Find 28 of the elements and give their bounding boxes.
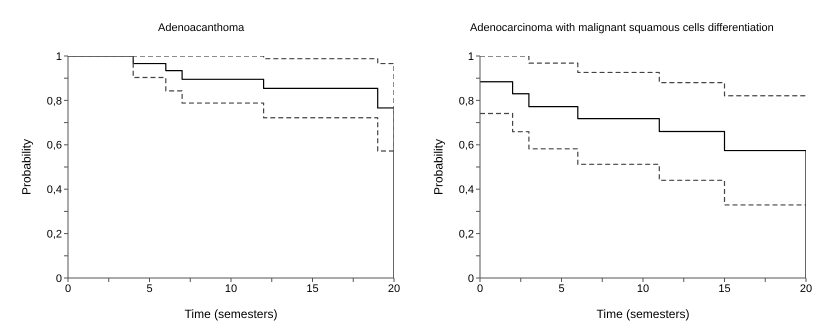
x-tick-label: 5 (146, 282, 153, 295)
y-tick-label: 0,8 (46, 95, 62, 108)
y-axis-title: Probability (431, 138, 446, 196)
y-tick-label: 1 (468, 50, 474, 63)
x-tick-label: 10 (636, 282, 650, 295)
x-tick-label: 15 (306, 282, 319, 295)
x-tick-label: 0 (476, 282, 484, 295)
y-tick-label: 0,8 (458, 95, 474, 108)
x-axis-title: Time (semesters) (184, 307, 278, 321)
x-tick-label: 10 (224, 282, 238, 295)
y-tick-label: 0,4 (46, 184, 62, 196)
x-tick-label: 20 (800, 282, 812, 295)
y-axis-title: Probability (19, 138, 34, 196)
x-tick-label: 0 (64, 282, 72, 295)
y-tick-label: 1 (56, 50, 62, 63)
x-axis-title: Time (semesters) (596, 307, 690, 321)
y-tick-label: 0 (56, 272, 62, 285)
y-tick-label: 0,6 (46, 140, 62, 152)
y-tick-label: 0 (468, 272, 474, 285)
x-tick-label: 15 (718, 282, 731, 295)
chart-title: Adenocarcinoma with malignant squamous cells differentiation (470, 22, 775, 34)
y-tick-label: 0,2 (46, 228, 62, 241)
chart-title: Adenoacanthoma (157, 22, 246, 34)
y-tick-label: 0,4 (458, 184, 474, 196)
x-tick-label: 20 (388, 282, 400, 295)
x-tick-label: 5 (558, 282, 565, 295)
y-tick-label: 0,6 (458, 140, 474, 152)
y-tick-label: 0,2 (458, 228, 474, 241)
